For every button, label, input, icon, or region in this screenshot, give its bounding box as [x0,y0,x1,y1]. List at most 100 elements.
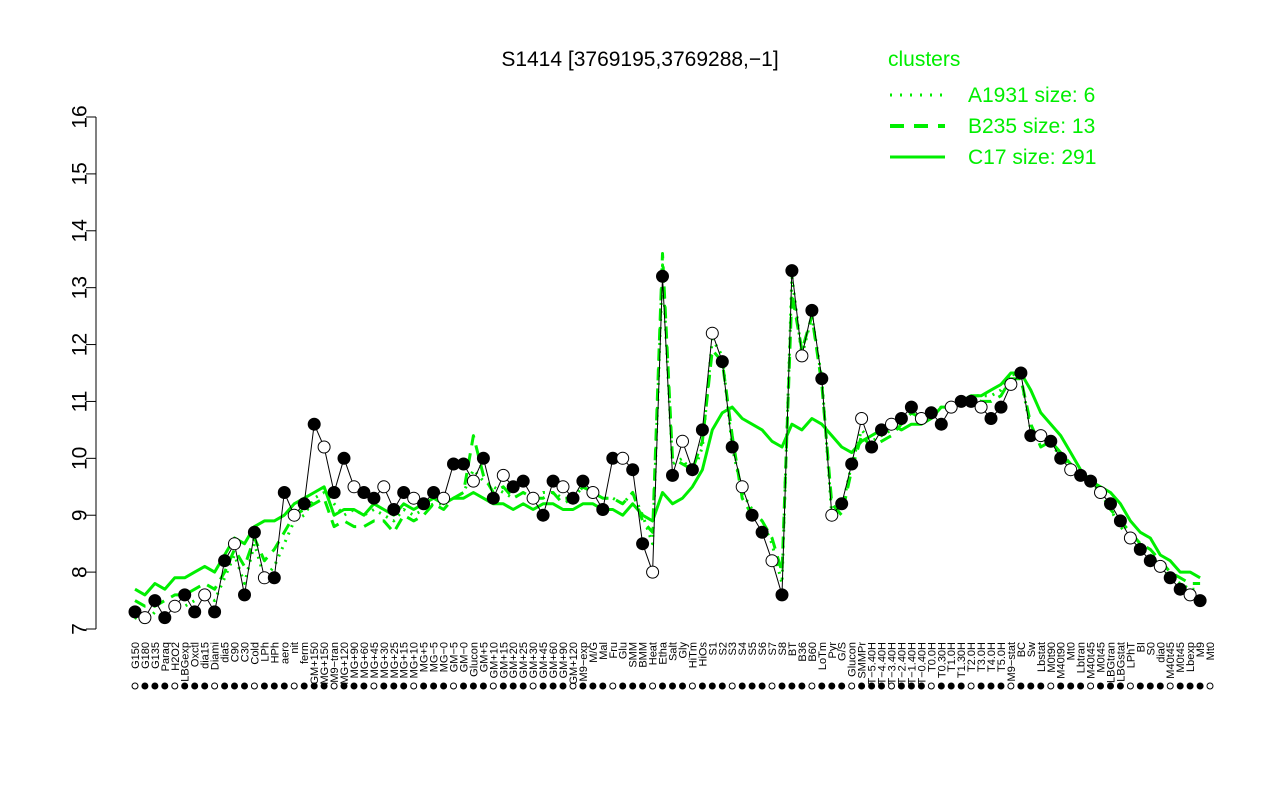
data-point [676,434,689,448]
data-point [407,491,421,505]
rug-mark [1037,682,1045,690]
x-tick-label: M40t90 [1056,642,1068,679]
x-tick-label: Etha [658,641,670,665]
rug-mark [1186,682,1194,690]
rug-mark [400,682,408,690]
rug-mark [828,682,836,690]
x-tick-label: S8 [777,642,789,655]
x-tick-label: MG+45 [369,642,381,678]
legend: clusters A1931 size: 6 B235 size: 13 C17… [888,48,1096,169]
rug-mark [1206,682,1214,690]
data-point [367,491,381,505]
rug-mark [231,682,238,690]
rug-mark [1116,682,1124,690]
rug-mark [629,682,637,690]
rug-mark [151,682,159,690]
data-point [805,303,819,317]
rug-mark [738,682,746,690]
rug-mark [360,682,368,690]
x-tick-label: Mt0 [1066,642,1078,660]
rug-mark [778,682,786,690]
data-point [1113,514,1127,528]
rug-mark [1067,682,1075,690]
rug-mark [1017,682,1025,690]
rug-mark [659,682,666,690]
data-point [327,486,341,499]
rug-mark [519,682,527,690]
x-tick-label: aero [279,642,291,664]
x-tick-label: Mt0 [1205,642,1217,660]
data-point [476,451,490,465]
rug-mark [1007,682,1015,690]
rug-mark [1087,682,1095,690]
data-point [317,440,331,454]
rug-mark [141,682,149,690]
x-tick-label: MG+60 [359,642,371,678]
x-tick-label: Cold [249,642,261,665]
rug-mark [450,682,457,690]
data-point [128,605,142,619]
data-point [357,486,371,499]
data-point [1034,429,1048,443]
data-point [755,525,769,539]
x-tick-label: M40t45 [1165,642,1177,679]
data-point [556,480,570,494]
rug-mark [410,682,418,690]
rug-mark [599,682,607,690]
data-point [885,417,898,431]
data-point [1084,474,1098,488]
x-tick-label: S1 [707,642,719,655]
rug-mark [1047,682,1055,690]
data-point [437,491,451,505]
rug-mark [888,682,895,690]
x-rug-marks [131,682,1214,690]
rug-mark [748,682,756,690]
data-point [377,480,391,494]
x-tick-label: HiTm [687,642,699,668]
x-tick-label: Heat [648,642,660,665]
x-tick-label: GM+120 [568,642,580,685]
x-tick-label: T−3.40H [887,642,899,685]
series-line-points [134,270,1201,619]
x-tick-label: S4 [737,642,749,655]
y-tick-label: 11 [68,391,91,413]
data-point [1074,468,1088,482]
data-point [198,588,212,602]
x-tick-label: GM+10 [488,642,500,678]
data-point [1044,434,1058,448]
x-tick-label: GM+5 [478,642,490,672]
data-point [397,486,411,499]
rug-mark [211,682,219,690]
data-point [168,599,182,613]
data-point [138,611,152,625]
x-tick-label: LBGstat [1115,642,1127,682]
rug-mark [947,682,955,690]
data-point [745,508,759,522]
rug-mark [460,682,467,690]
data-point [646,565,660,579]
rug-mark [1196,682,1204,690]
data-point [297,497,311,511]
rug-mark [479,682,487,690]
x-tick-label: S5 [747,642,759,655]
rug-mark [241,682,248,690]
data-point [666,468,679,482]
rug-mark [838,682,846,690]
rug-mark [649,682,657,690]
data-point [715,355,729,369]
rug-mark [1176,682,1184,690]
data-point [705,326,719,340]
data-point [516,474,530,488]
data-point [148,594,162,608]
data-point [496,468,510,482]
x-tick-label: GM+60 [548,642,560,678]
x-tick-label: BT [787,642,799,656]
rug-mark [330,682,338,690]
rug-mark [370,682,378,690]
rug-mark [878,682,885,690]
x-tick-label: H2O2 [170,642,182,671]
x-tick-label: GM+20 [508,642,520,678]
x-tick-label: T−0.40H [916,642,928,685]
data-point [178,588,192,602]
